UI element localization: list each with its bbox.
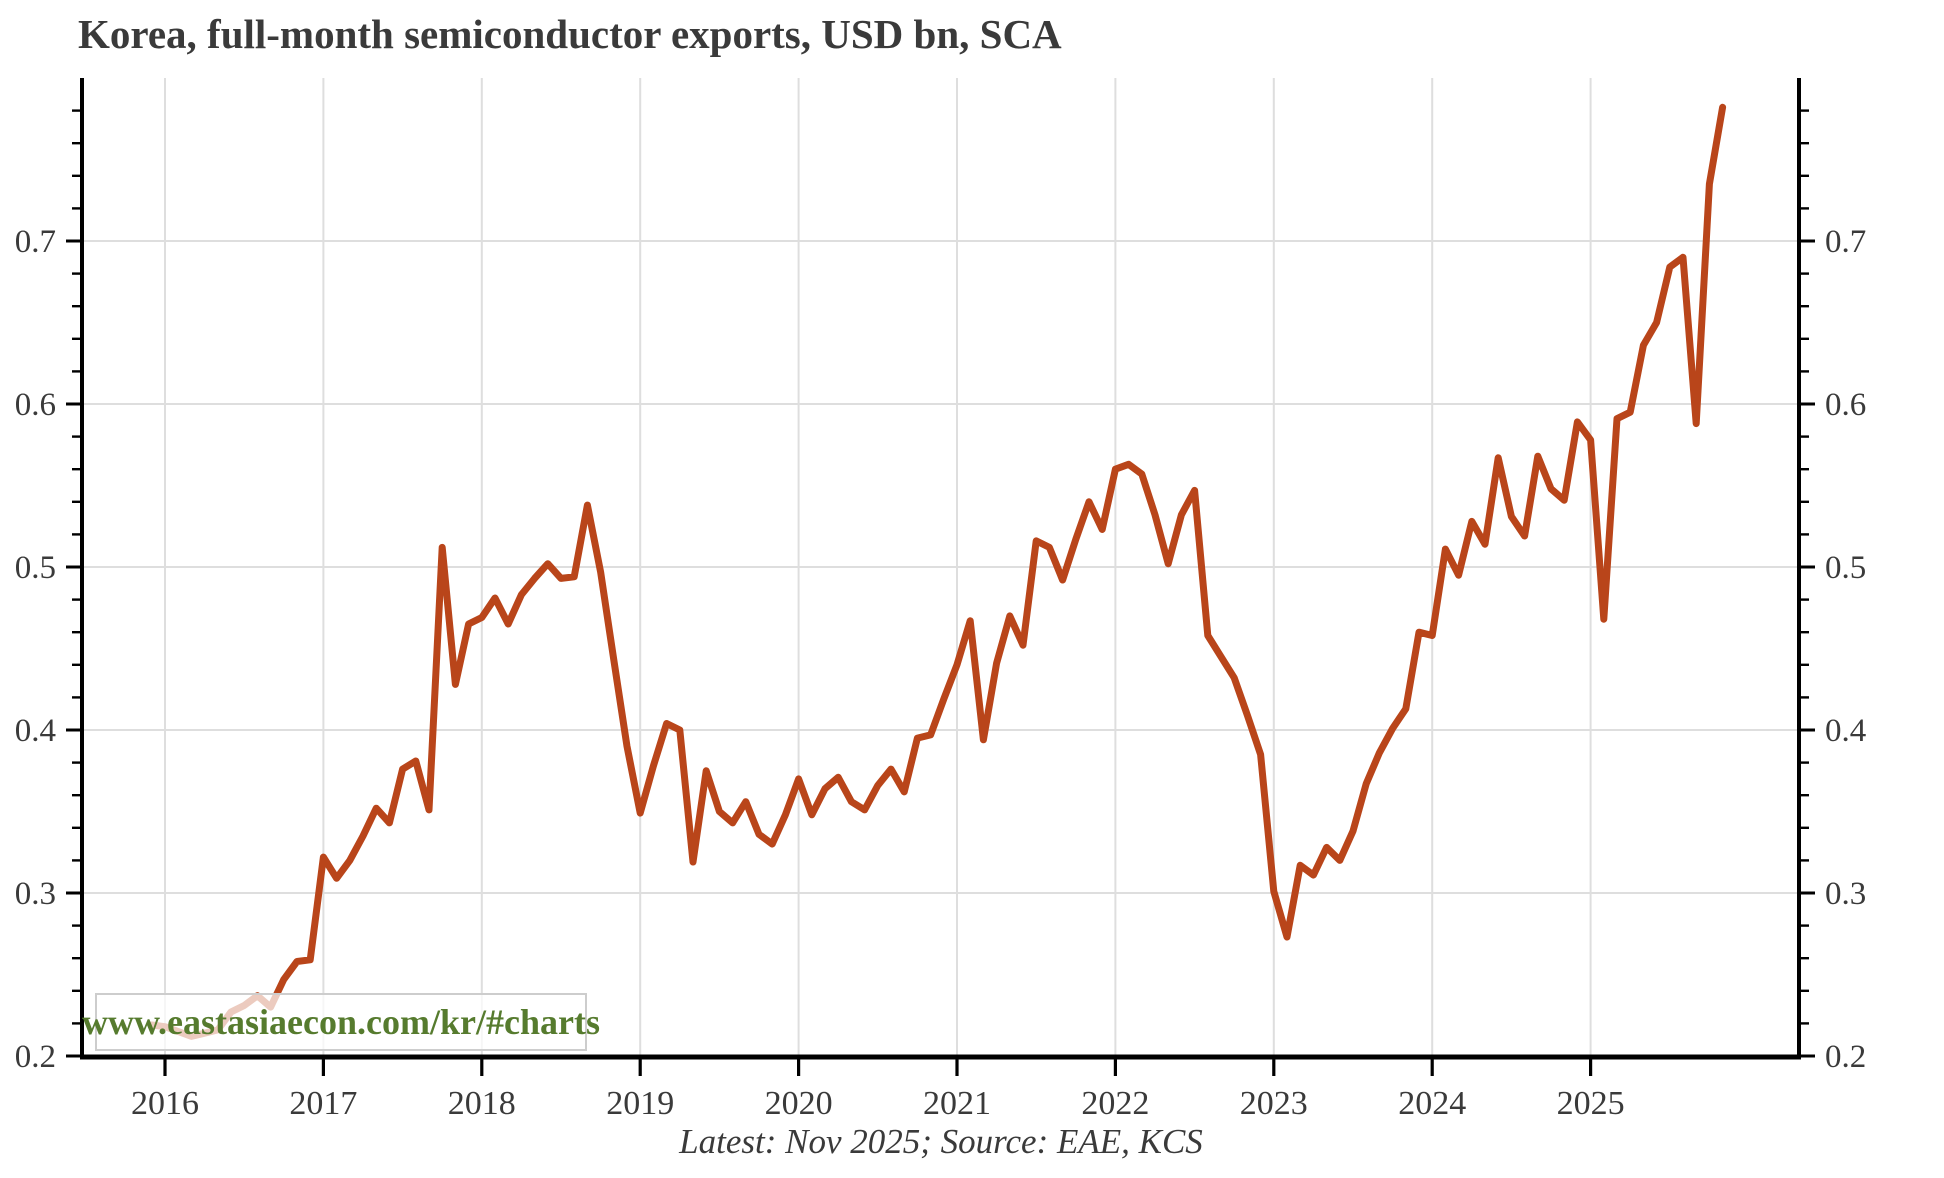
source-caption: Latest: Nov 2025; Source: EAE, KCS [679,1122,1203,1161]
x-tick-label: 2018 [448,1085,516,1122]
exports-data-line [148,103,1727,1040]
watermark-box: www.eastasiaecon.com/kr/#charts [82,993,600,1051]
x-tick-label: 2024 [1398,1085,1466,1122]
y-tick-label-right: 0.7 [1825,224,1866,260]
y-tick-label-left: 0.3 [15,876,56,912]
x-tick-label: 2023 [1240,1085,1308,1122]
y-tick-label-right: 0.4 [1825,713,1866,749]
x-tick-label: 2021 [923,1085,991,1122]
x-tick-label: 2019 [606,1085,674,1122]
x-tick-label: 2017 [289,1085,357,1122]
y-tick-label-left: 0.7 [15,224,56,260]
y-tick-label-right: 0.3 [1825,876,1866,912]
chart-title: Korea, full-month semiconductor exports,… [78,11,1062,57]
y-tick-label-left: 0.5 [15,550,56,586]
x-tick-label: 2020 [765,1085,833,1122]
x-tick-label: 2016 [131,1085,199,1122]
watermark-url: www.eastasiaecon.com/kr/#charts [82,1002,600,1042]
y-tick-label-right: 0.2 [1825,1039,1866,1075]
y-axis-ticks: 0.2 0.2 0.3 0.3 0.4 0.4 0.5 0.5 0.6 0.6 0.7 0.7 [15,109,1866,1075]
y-tick-label-right: 0.5 [1825,550,1866,586]
y-tick-label-left: 0.2 [15,1039,56,1075]
x-tick-label: 2022 [1081,1085,1149,1122]
axes-spines [80,78,1801,1060]
y-tick-label-right: 0.6 [1825,387,1866,423]
x-tick-label: 2025 [1557,1085,1625,1122]
y-tick-label-left: 0.4 [15,713,56,749]
gridlines [82,78,1799,1057]
x-axis-ticks: 2016 2017 2018 2019 2020 2021 2022 2023 2024 2025 [131,1057,1625,1122]
y-tick-label-left: 0.6 [15,387,56,423]
